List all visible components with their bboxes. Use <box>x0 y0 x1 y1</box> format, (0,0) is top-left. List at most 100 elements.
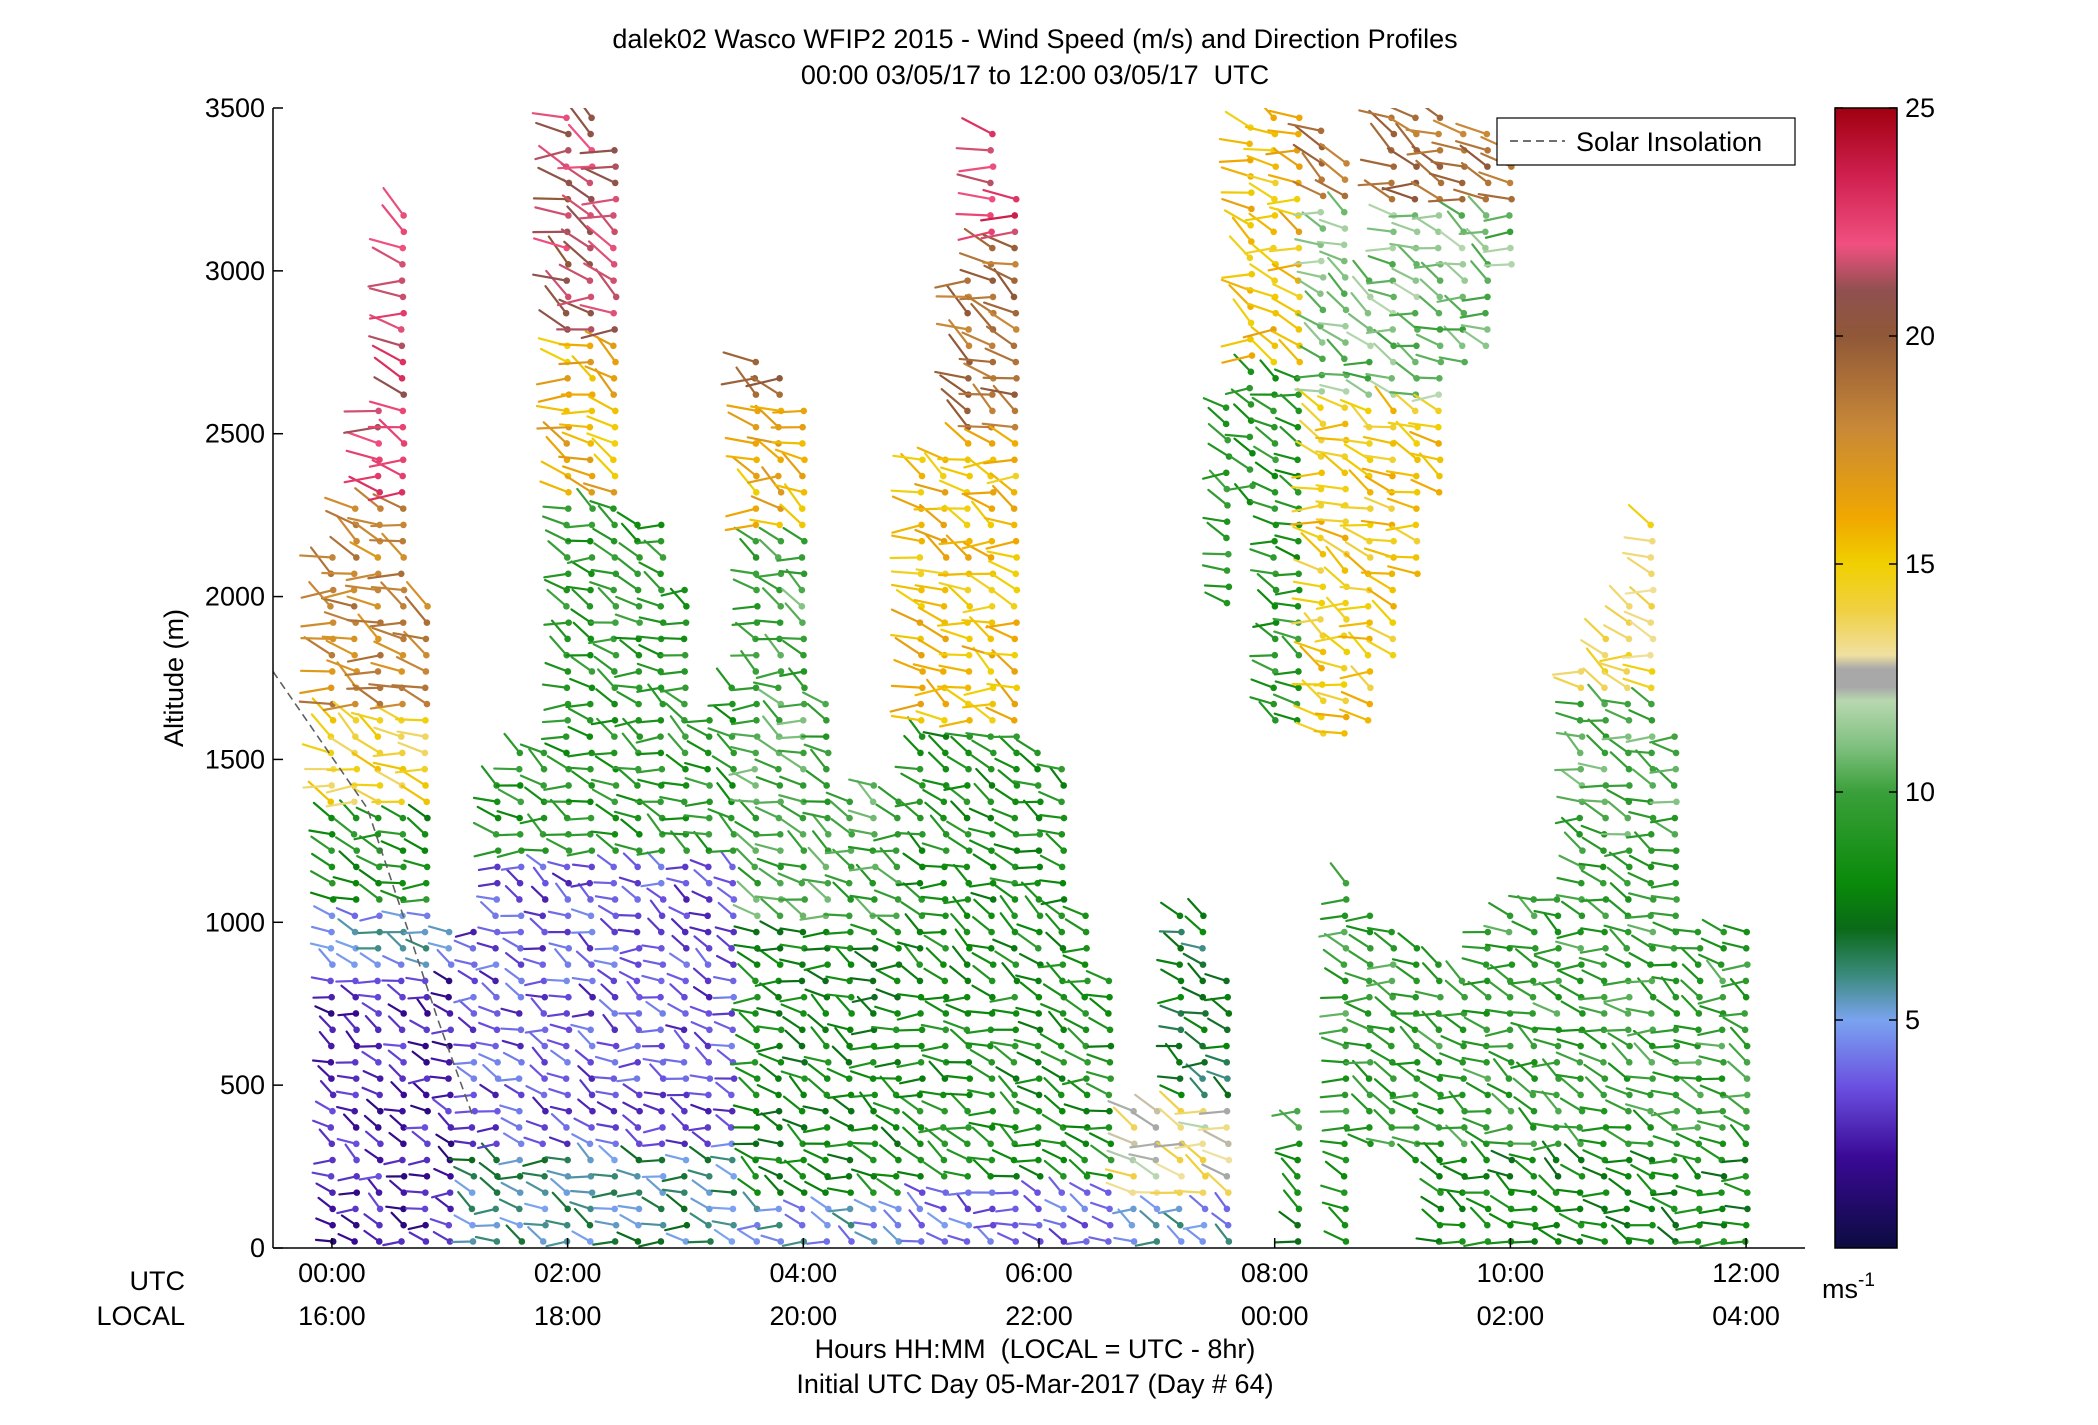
wind-barb-shaft <box>854 895 874 917</box>
wind-barb-point <box>752 1107 760 1115</box>
wind-barb-shaft <box>1555 894 1583 901</box>
wind-barb-shaft <box>1485 943 1511 950</box>
wind-barb-point <box>1412 358 1419 366</box>
wind-barb-point <box>1459 1026 1467 1034</box>
wind-barb-point <box>1647 1010 1655 1017</box>
wind-barb-point <box>752 1091 760 1099</box>
wind-barb-point <box>1695 1026 1702 1034</box>
wind-barb-shaft <box>1446 1190 1464 1211</box>
x-tick-label-utc: 02:00 <box>534 1258 602 1288</box>
wind-barb-shaft <box>636 662 662 673</box>
wind-barb-point <box>635 684 643 692</box>
wind-barb-point <box>657 928 665 936</box>
wind-barb-shaft <box>1220 278 1252 292</box>
wind-barb-point <box>919 831 926 838</box>
wind-barb-point <box>1413 1059 1421 1066</box>
wind-barb-point <box>588 1042 596 1050</box>
wind-barb-shaft <box>1507 1010 1534 1015</box>
wind-barb-point <box>1601 1205 1608 1213</box>
wind-barb-point <box>1694 1238 1702 1245</box>
wind-barb-point <box>658 977 665 985</box>
wind-barb-point <box>1576 749 1584 757</box>
wind-barb-point <box>682 879 690 887</box>
wind-barb-shaft <box>638 643 662 657</box>
wind-barb-point <box>1013 554 1020 561</box>
wind-barb-point <box>917 717 925 724</box>
wind-barb-point <box>517 961 525 968</box>
wind-barb-point <box>1341 420 1349 428</box>
wind-barb-point <box>588 114 595 122</box>
wind-barb-point <box>729 977 737 985</box>
wind-barb-point <box>916 554 924 561</box>
wind-barb-shaft <box>758 867 782 885</box>
wind-barb-point <box>800 993 808 1001</box>
wind-barb-point <box>729 847 737 854</box>
wind-barb-shaft <box>1374 385 1395 413</box>
wind-barb-point <box>1224 502 1231 509</box>
wind-barb-shaft <box>427 942 450 950</box>
wind-barb-shaft <box>735 1033 759 1048</box>
wind-barb-shaft <box>1555 1073 1582 1080</box>
wind-barb-point <box>1626 603 1633 610</box>
wind-barb-shaft <box>961 331 994 347</box>
wind-barb-point <box>353 554 360 561</box>
wind-barb-point <box>1435 407 1442 415</box>
wind-barb-shaft <box>736 1224 759 1231</box>
wind-barb-point <box>1366 961 1374 968</box>
wind-barb-point <box>1601 700 1608 708</box>
x-ticks: 00:0016:0002:0018:0004:0020:0006:0022:00… <box>298 1238 1780 1331</box>
wind-barb-shaft <box>1326 291 1348 312</box>
wind-barb-point <box>1036 1173 1044 1180</box>
wind-barb-point <box>1506 1026 1514 1034</box>
wind-barb-point <box>1531 1059 1538 1066</box>
wind-barb-shaft <box>707 727 734 738</box>
wind-barb-point <box>328 993 335 1001</box>
wind-barb-point <box>471 1107 479 1115</box>
wind-barb-shaft <box>1603 996 1631 1003</box>
wind-barb-point <box>1153 1107 1161 1115</box>
wind-barb-shaft <box>570 930 594 934</box>
wind-barb-point <box>1318 664 1325 672</box>
wind-barb-point <box>1743 1042 1751 1050</box>
wind-barb-shaft <box>1397 1143 1417 1162</box>
wind-barb-shaft <box>713 705 734 722</box>
wind-barb-point <box>752 1173 759 1180</box>
wind-barb-point <box>610 1075 618 1082</box>
wind-barb-point <box>964 831 972 838</box>
wind-barb-shaft <box>359 952 379 966</box>
wind-barb-shaft <box>921 1100 946 1113</box>
wind-barb-point <box>399 831 407 838</box>
wind-barb-point <box>801 684 808 692</box>
wind-barb-point <box>1649 1075 1656 1082</box>
wind-barb-point <box>329 1091 337 1099</box>
wind-barb-point <box>1412 114 1419 122</box>
wind-barb-point <box>965 1124 972 1131</box>
wind-barb-shaft <box>691 1179 711 1194</box>
wind-barb-point <box>1390 293 1397 301</box>
wind-barb-shaft <box>1649 735 1676 744</box>
wind-barb-point <box>1719 1140 1727 1148</box>
wind-barb-shaft <box>1462 1009 1488 1015</box>
wind-barb-shaft <box>544 529 570 543</box>
wind-barb-point <box>822 1189 829 1196</box>
wind-barb-point <box>633 1075 641 1082</box>
wind-barb-shaft <box>784 1159 804 1178</box>
wind-barb-point <box>1035 977 1042 985</box>
wind-barb-shaft <box>537 393 570 403</box>
wind-barb-point <box>1366 326 1374 333</box>
wind-barb-point <box>542 879 549 887</box>
wind-barb-shaft <box>373 640 405 657</box>
wind-barb-point <box>1317 127 1325 135</box>
wind-barb-point <box>1084 977 1091 985</box>
wind-barb-point <box>1577 945 1585 952</box>
wind-barb-point <box>707 1238 714 1245</box>
wind-barb-shaft <box>693 830 711 852</box>
wind-barb-point <box>399 472 406 480</box>
wind-barb-point <box>1577 1075 1584 1082</box>
wind-barb-shaft <box>355 806 380 820</box>
wind-barb-shaft <box>1016 923 1041 934</box>
wind-barb-point <box>989 1107 997 1115</box>
wind-barb-point <box>588 521 596 529</box>
wind-barb-point <box>1012 195 1020 203</box>
wind-barb-shaft <box>1609 928 1628 950</box>
